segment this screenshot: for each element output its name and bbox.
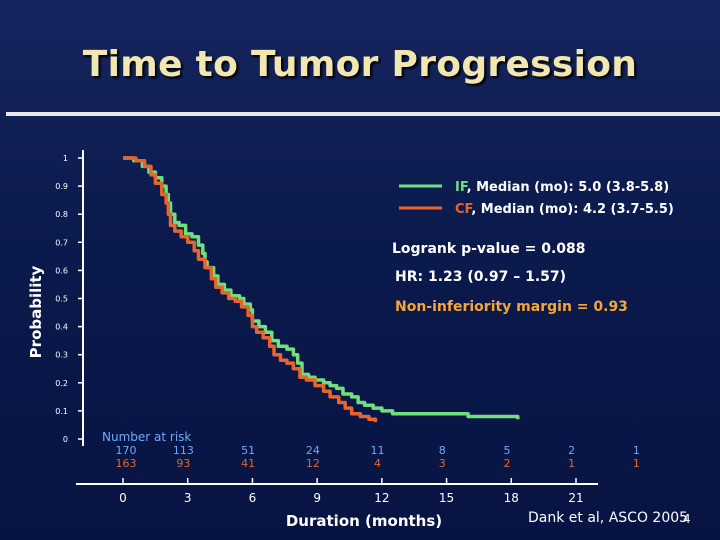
y-ticks: 0 0.1 0.2 0.3 0.4 0.5 0.6 0.7 0.8 0.9 1 xyxy=(55,154,83,444)
y-tick-label: 0.9 xyxy=(55,182,68,191)
x-tick-label: 9 xyxy=(313,491,321,505)
y-tick-label: 0.2 xyxy=(55,379,68,388)
curve-cf xyxy=(123,156,378,423)
x-tick-label: 0 xyxy=(119,491,127,505)
y-tick-label: 0.1 xyxy=(55,407,68,416)
risk-table-header: Number at risk xyxy=(102,430,191,444)
citation: Dank et al, ASCO 2005 xyxy=(528,510,689,526)
x-tick-label: 18 xyxy=(504,491,519,505)
risk-value-if: 5 xyxy=(503,444,510,457)
y-tick-label: 0.8 xyxy=(55,210,68,219)
risk-value-if: 113 xyxy=(173,444,194,457)
risk-value-cf: 12 xyxy=(306,457,320,470)
risk-value-cf: 1 xyxy=(633,457,640,470)
risk-value-if: 8 xyxy=(439,444,446,457)
risk-value-cf: 3 xyxy=(439,457,446,470)
risk-value-if: 1 xyxy=(633,444,640,457)
y-tick-label: 0.6 xyxy=(55,266,68,275)
risk-value-cf: 2 xyxy=(503,457,510,470)
y-tick-label: 0.3 xyxy=(55,351,68,360)
legend-entry-if: IF, Median (mo): 5.0 (3.8-5.8) xyxy=(455,180,669,195)
risk-value-cf: 1 xyxy=(568,457,575,470)
title-divider xyxy=(6,112,720,116)
curve-if xyxy=(123,156,520,420)
survival-curves xyxy=(123,156,520,423)
x-tick-label: 21 xyxy=(568,491,583,505)
y-tick-label: 0.4 xyxy=(55,323,68,332)
y-axis-label: Probability xyxy=(27,265,45,358)
y-tick-label: 1 xyxy=(63,154,68,163)
page-number: 4 xyxy=(683,512,691,526)
legend-series-text: , Median (mo): 4.2 (3.7-5.5) xyxy=(471,202,674,217)
risk-value-if: 51 xyxy=(241,444,255,457)
x-tick-label: 6 xyxy=(249,491,257,505)
logrank-annotation: Logrank p-value = 0.088 xyxy=(392,241,586,257)
risk-value-cf: 41 xyxy=(241,457,255,470)
risk-value-cf: 163 xyxy=(116,457,137,470)
legend-entry-cf: CF, Median (mo): 4.2 (3.7-5.5) xyxy=(455,202,674,217)
y-tick-label: 0.7 xyxy=(55,238,68,247)
risk-value-if: 2 xyxy=(568,444,575,457)
risk-value-if: 170 xyxy=(116,444,137,457)
legend-series-name: CF xyxy=(455,202,473,217)
x-ticks: 0 3 6 9 12 15 18 21 xyxy=(119,478,584,505)
hazard-ratio-annotation: HR: 1.23 (0.97 – 1.57) xyxy=(395,269,566,285)
x-tick-label: 12 xyxy=(374,491,389,505)
noninferiority-annotation: Non-inferiority margin = 0.93 xyxy=(395,299,628,315)
risk-value-if: 11 xyxy=(371,444,385,457)
x-tick-label: 15 xyxy=(439,491,454,505)
legend-series-name: IF xyxy=(455,180,468,195)
risk-value-if: 24 xyxy=(306,444,320,457)
annotations: Logrank p-value = 0.088 HR: 1.23 (0.97 –… xyxy=(392,241,628,315)
page-title: Time to Tumor Progression xyxy=(82,44,638,85)
risk-value-cf: 4 xyxy=(374,457,381,470)
y-tick-label: 0.5 xyxy=(55,295,68,304)
y-tick-label: 0 xyxy=(63,435,68,444)
legend-series-text: , Median (mo): 5.0 (3.8-5.8) xyxy=(467,180,670,195)
x-axis-label: Duration (months) xyxy=(286,512,442,530)
risk-value-cf: 93 xyxy=(176,457,190,470)
legend: IF, Median (mo): 5.0 (3.8-5.8)CF, Median… xyxy=(399,180,674,217)
x-tick-label: 3 xyxy=(184,491,192,505)
